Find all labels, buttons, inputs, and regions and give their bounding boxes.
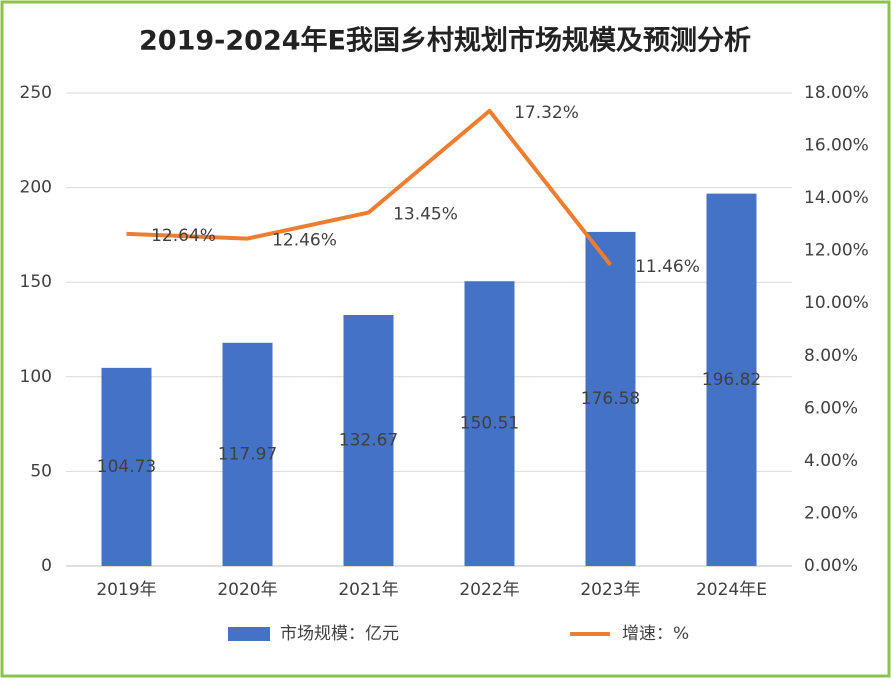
- line-value-label: 17.32%: [514, 103, 579, 123]
- bar-value-label: 117.97: [218, 444, 277, 464]
- y-tick-label: 200: [20, 178, 52, 198]
- bar: [464, 281, 515, 566]
- line-value-label: 11.46%: [635, 257, 700, 277]
- legend-label: 市场规模：亿元: [280, 624, 399, 644]
- y2-tick-label: 6.00%: [804, 398, 858, 418]
- bar-value-label: 104.73: [97, 457, 156, 477]
- line-value-label: 13.45%: [393, 205, 458, 225]
- y-tick-label: 100: [20, 367, 52, 387]
- x-tick-label: 2021年: [338, 580, 398, 600]
- y2-tick-label: 14.00%: [804, 188, 869, 208]
- bar: [343, 314, 394, 566]
- line: [126, 108, 613, 267]
- y-tick-label: 150: [20, 272, 52, 292]
- line-value-label: 12.46%: [272, 231, 337, 251]
- bar-value-label: 176.58: [581, 389, 640, 409]
- y-tick-label: 0: [41, 556, 52, 576]
- bar: [585, 231, 636, 566]
- line-value-label: 12.64%: [151, 226, 216, 246]
- x-tick-label: 2023年: [580, 580, 640, 600]
- chart-title: 2019-2024年E我国乡村规划市场规模及预测分析: [139, 25, 751, 57]
- y-tick-label: 50: [30, 461, 52, 481]
- legend-label: 增速：%: [622, 624, 689, 644]
- y2-tick-label: 10.00%: [804, 293, 869, 313]
- bar: [101, 367, 152, 566]
- x-tick-label: 2024年E: [696, 580, 767, 600]
- y2-tick-label: 16.00%: [804, 136, 869, 156]
- y2-tick-label: 8.00%: [804, 346, 858, 366]
- bar: [706, 193, 757, 566]
- x-tick-label: 2019年: [96, 580, 156, 600]
- x-tick-label: 2020年: [217, 580, 277, 600]
- y2-tick-label: 2.00%: [804, 503, 858, 523]
- y2-tick-label: 18.00%: [804, 83, 869, 103]
- x-tick-label: 2022年: [459, 580, 519, 600]
- bar-value-label: 150.51: [460, 414, 519, 434]
- y2-tick-label: 0.00%: [804, 556, 858, 576]
- y2-tick-label: 12.00%: [804, 241, 869, 261]
- legend-swatch: [228, 627, 270, 641]
- bar-value-label: 196.82: [702, 370, 761, 390]
- y2-tick-label: 4.00%: [804, 451, 858, 471]
- bar-value-label: 132.67: [339, 430, 398, 450]
- y-tick-label: 250: [20, 83, 52, 103]
- bar: [222, 342, 273, 566]
